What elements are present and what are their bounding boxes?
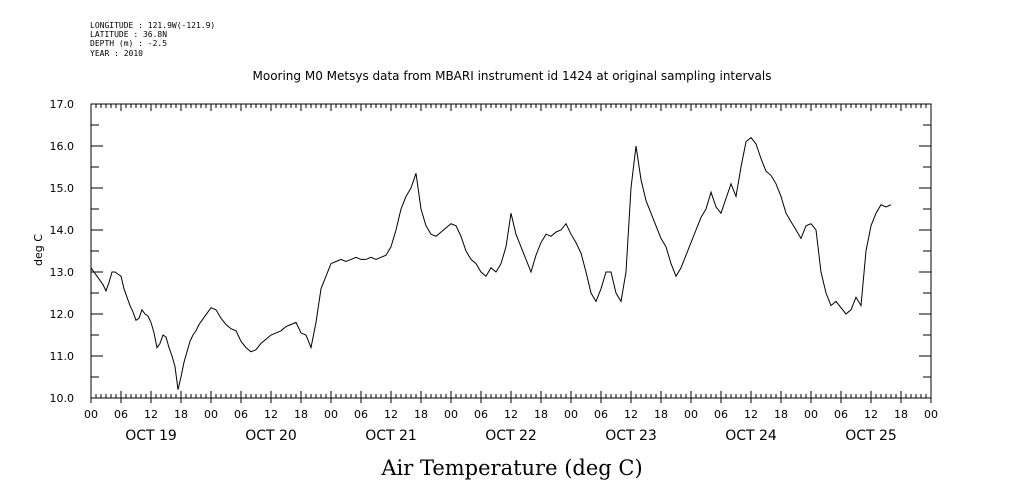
x-tick-label: 06	[834, 408, 848, 421]
y-tick-labels: 10.0 11.0 12.0 13.0 14.0 15.0 16.0 17.0	[50, 98, 75, 405]
y-tick-label: 17.0	[50, 98, 75, 111]
day-labels: OCT 19 OCT 20 OCT 21 OCT 22 OCT 23 OCT 24 OCT …	[125, 428, 897, 444]
x-tick-label: 00	[924, 408, 938, 421]
day-label: OCT 20	[245, 428, 297, 444]
metadata-block: LONGITUDE : 121.9W(-121.9) LATITUDE : 36…	[90, 21, 215, 58]
x-tick-label: 12	[384, 408, 398, 421]
x-tick-label: 18	[774, 408, 788, 421]
day-label: OCT 23	[605, 428, 657, 444]
x-tick-label: 06	[114, 408, 128, 421]
x-tick-labels: 00 06 12 18 00 06 12 18 00 06 12 18 00 06 12 18 00 06 12 18…	[84, 408, 938, 421]
x-tick-label: 00	[204, 408, 218, 421]
x-tick-label: 00	[84, 408, 98, 421]
day-label: OCT 25	[845, 428, 897, 444]
x-tick-label: 12	[264, 408, 278, 421]
chart-title: Mooring M0 Metsys data from MBARI instru…	[253, 69, 772, 83]
x-tick-label: 12	[864, 408, 878, 421]
x-tick-label: 12	[144, 408, 158, 421]
x-tick-label: 06	[354, 408, 368, 421]
x-tick-label: 12	[744, 408, 758, 421]
day-label: OCT 22	[485, 428, 537, 444]
x-tick-label: 18	[294, 408, 308, 421]
x-tick-label: 18	[534, 408, 548, 421]
year-text: YEAR : 2010	[90, 48, 143, 58]
x-tick-label: 18	[654, 408, 668, 421]
x-tick-label: 12	[624, 408, 638, 421]
day-label: OCT 19	[125, 428, 177, 444]
day-label: OCT 24	[725, 428, 777, 444]
y-tick-label: 10.0	[50, 392, 75, 405]
air-temperature-line	[90, 136, 892, 390]
y-tick-label: 13.0	[50, 266, 75, 279]
x-tick-label: 00	[444, 408, 458, 421]
plot-frame	[90, 103, 932, 399]
x-tick-label: 06	[714, 408, 728, 421]
x-tick-label: 18	[174, 408, 188, 421]
day-label: OCT 21	[365, 428, 417, 444]
y-tick-label: 14.0	[50, 224, 75, 237]
y-axis-label: deg C	[32, 234, 45, 266]
x-tick-label: 00	[564, 408, 578, 421]
y-tick-label: 11.0	[50, 350, 75, 363]
x-tick-label: 00	[804, 408, 818, 421]
x-tick-label: 18	[894, 408, 908, 421]
x-tick-label: 12	[504, 408, 518, 421]
axis-ticks	[90, 103, 932, 403]
x-tick-label: 00	[324, 408, 338, 421]
x-tick-label: 06	[594, 408, 608, 421]
y-tick-label: 16.0	[50, 140, 75, 153]
x-tick-label: 06	[234, 408, 248, 421]
x-tick-label: 00	[684, 408, 698, 421]
latitude-text: LATITUDE : 36.8N	[90, 30, 168, 40]
y-tick-label: 15.0	[50, 182, 75, 195]
x-tick-label: 06	[474, 408, 488, 421]
longitude-text: LONGITUDE : 121.9W(-121.9)	[90, 21, 216, 30]
bottom-title: Air Temperature (deg C)	[380, 456, 642, 480]
x-tick-label: 18	[414, 408, 428, 421]
depth-text: DEPTH (m) : -2.5	[90, 39, 168, 49]
y-tick-label: 12.0	[50, 308, 75, 321]
